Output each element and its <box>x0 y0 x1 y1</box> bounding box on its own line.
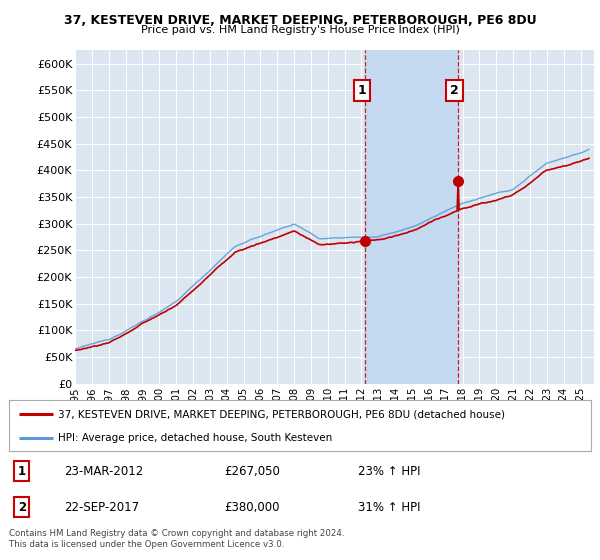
Text: 23% ↑ HPI: 23% ↑ HPI <box>358 465 421 478</box>
Text: 31% ↑ HPI: 31% ↑ HPI <box>358 501 421 514</box>
Text: 37, KESTEVEN DRIVE, MARKET DEEPING, PETERBOROUGH, PE6 8DU: 37, KESTEVEN DRIVE, MARKET DEEPING, PETE… <box>64 14 536 27</box>
Text: Contains HM Land Registry data © Crown copyright and database right 2024.
This d: Contains HM Land Registry data © Crown c… <box>9 529 344 549</box>
Text: 23-MAR-2012: 23-MAR-2012 <box>64 465 143 478</box>
Text: £267,050: £267,050 <box>224 465 280 478</box>
Text: HPI: Average price, detached house, South Kesteven: HPI: Average price, detached house, Sout… <box>58 433 333 443</box>
Text: 1: 1 <box>18 465 26 478</box>
Bar <box>365 50 458 384</box>
Text: 37, KESTEVEN DRIVE, MARKET DEEPING, PETERBOROUGH, PE6 8DU (detached house): 37, KESTEVEN DRIVE, MARKET DEEPING, PETE… <box>58 409 505 419</box>
Text: 2: 2 <box>450 84 459 97</box>
Text: £380,000: £380,000 <box>224 501 280 514</box>
Text: Price paid vs. HM Land Registry's House Price Index (HPI): Price paid vs. HM Land Registry's House … <box>140 25 460 35</box>
Text: 22-SEP-2017: 22-SEP-2017 <box>64 501 139 514</box>
Text: 1: 1 <box>358 84 366 97</box>
Text: 2: 2 <box>18 501 26 514</box>
